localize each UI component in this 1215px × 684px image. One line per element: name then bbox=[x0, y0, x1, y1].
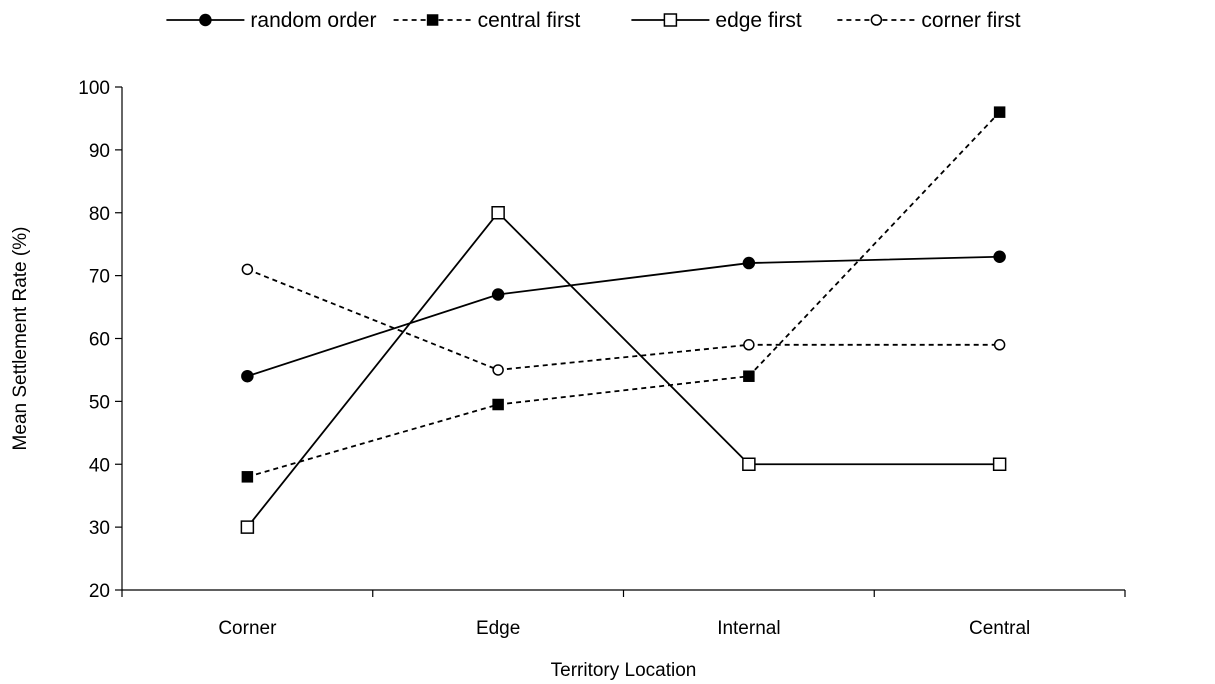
data-point-edge-first bbox=[491, 206, 505, 220]
data-point-edge-first bbox=[992, 457, 1007, 471]
series-markers bbox=[240, 106, 1007, 534]
x-tick-label: Internal bbox=[717, 618, 780, 639]
data-point-corner-first bbox=[241, 263, 254, 276]
legend-marker bbox=[663, 13, 678, 27]
data-point-central-first bbox=[993, 106, 1006, 118]
x-tick-label: Corner bbox=[218, 618, 277, 639]
legend-item-corner-first: corner first bbox=[837, 9, 1021, 32]
series-lines bbox=[246, 111, 1001, 528]
data-point-random-order bbox=[993, 250, 1006, 264]
y-tick-label: 70 bbox=[89, 267, 110, 288]
data-point-corner-first bbox=[743, 339, 755, 351]
data-point-edge-first bbox=[742, 457, 756, 471]
legend-label: central first bbox=[478, 9, 581, 32]
y-tick-label: 30 bbox=[89, 518, 110, 539]
legend-item-random-order: random order bbox=[166, 9, 376, 32]
legend-item-central-first: central first bbox=[393, 9, 581, 32]
legend-marker bbox=[870, 14, 883, 26]
y-tick-label: 100 bbox=[78, 78, 110, 99]
plot-area: 20 30 40 50 60 70 80 90 100 Corner Edge Internal Ce… bbox=[78, 78, 1126, 639]
legend-label: corner first bbox=[921, 9, 1020, 32]
x-tick-label: Central bbox=[969, 618, 1030, 639]
x-tick-label: Edge bbox=[476, 618, 520, 639]
data-point-corner-first bbox=[993, 339, 1006, 351]
y-tick-label: 80 bbox=[89, 204, 110, 225]
data-point-central-first bbox=[743, 370, 755, 382]
series-line-corner-first bbox=[247, 268, 1000, 371]
data-point-central-first bbox=[241, 471, 254, 483]
x-axis-title: Territory Location bbox=[551, 660, 697, 681]
legend: random order central first edge first corne… bbox=[166, 9, 1021, 32]
legend-label: random order bbox=[250, 9, 376, 32]
y-tick-label: 90 bbox=[89, 141, 110, 162]
series-line-edge-first bbox=[246, 211, 1000, 528]
y-axis-title: Mean Settlement Rate (%) bbox=[10, 227, 31, 451]
series-line-random-order bbox=[247, 255, 1000, 378]
y-axis-ticks: 20 30 40 50 60 70 80 90 100 bbox=[78, 78, 122, 602]
series-line-central-first bbox=[247, 111, 1001, 478]
legend-item-edge-first: edge first bbox=[631, 9, 802, 32]
y-tick-label: 60 bbox=[89, 330, 110, 351]
data-point-random-order bbox=[742, 256, 756, 270]
legend-marker bbox=[199, 13, 212, 27]
y-tick-label: 50 bbox=[89, 392, 110, 413]
data-point-corner-first bbox=[492, 364, 504, 376]
legend-marker bbox=[426, 14, 439, 26]
y-tick-label: 20 bbox=[89, 581, 110, 602]
legend-label: edge first bbox=[715, 9, 802, 32]
x-axis-ticks: Corner Edge Internal Central bbox=[121, 590, 1126, 639]
data-point-random-order bbox=[241, 369, 254, 383]
data-point-central-first bbox=[492, 398, 504, 411]
data-point-random-order bbox=[491, 288, 505, 301]
y-tick-label: 40 bbox=[89, 455, 110, 476]
data-point-edge-first bbox=[240, 520, 255, 534]
